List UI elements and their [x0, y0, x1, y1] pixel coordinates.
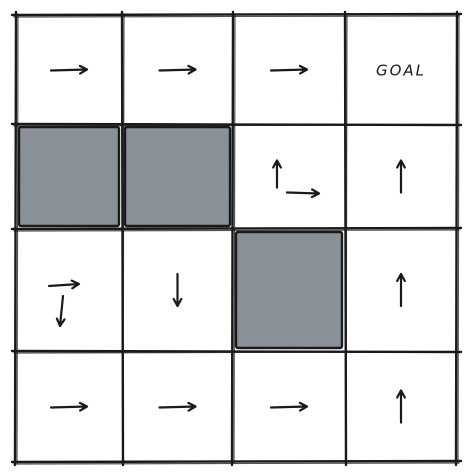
arrow-up-r2-c4	[396, 159, 406, 194]
arrow-right-r4-c2	[158, 401, 197, 412]
grid-line-vertical-sketch-5	[457, 13, 460, 464]
goal-label: GOAL	[376, 62, 426, 80]
arrow-right-r4-c1	[49, 401, 89, 412]
blocked-cell-r2-c2	[123, 125, 232, 228]
arrow-right-r1-c1	[49, 64, 89, 75]
grid-line-vertical-sketch-1	[16, 13, 19, 464]
grid-line-horizontal-sketch-4	[13, 351, 460, 354]
policy-arrows	[47, 64, 406, 424]
grid-line-horizontal-sketch-2	[13, 124, 460, 127]
grid-line-horizontal-5	[10, 459, 463, 464]
grid-line-vertical-3	[230, 10, 235, 467]
grid-line-vertical-sketch-2	[122, 13, 125, 464]
blocked-cell-r3-c3	[234, 230, 344, 350]
grid-line-vertical-5	[454, 10, 459, 467]
arrow-up-r3-c4	[396, 272, 406, 308]
arrow-down-r3-c2	[172, 272, 183, 308]
grid-line-horizontal-sketch-1	[13, 15, 460, 18]
arrow-right-r4-c3	[269, 401, 309, 412]
cells-layer: GOAL	[16, 15, 457, 462]
arrow-right-r2-c3	[285, 188, 321, 199]
blocked-cell-r2-c1	[17, 125, 121, 228]
grid-line-horizontal-sketch-3	[13, 229, 460, 232]
grid-cell-r3-c1	[16, 229, 122, 351]
grid-lines	[10, 10, 463, 467]
grid-cell-r1-c4	[345, 15, 457, 124]
arrow-up-r4-c4	[396, 389, 406, 424]
arrow-right-r1-c3	[269, 64, 309, 75]
grid-line-horizontal-1	[10, 12, 463, 17]
grid-line-horizontal-sketch-5	[13, 462, 460, 465]
grid-line-horizontal-3	[10, 226, 463, 231]
grid-line-vertical-sketch-3	[233, 13, 236, 464]
grid-cell-r2-c3	[233, 124, 345, 229]
arrow-down-r3-c1	[55, 294, 66, 328]
arrow-right-r3-c1	[47, 279, 81, 290]
grid-line-vertical-sketch-4	[345, 13, 348, 464]
arrow-right-r1-c2	[158, 64, 197, 75]
grid-line-vertical-1	[13, 10, 18, 467]
arrow-up-r2-c3	[272, 159, 282, 189]
